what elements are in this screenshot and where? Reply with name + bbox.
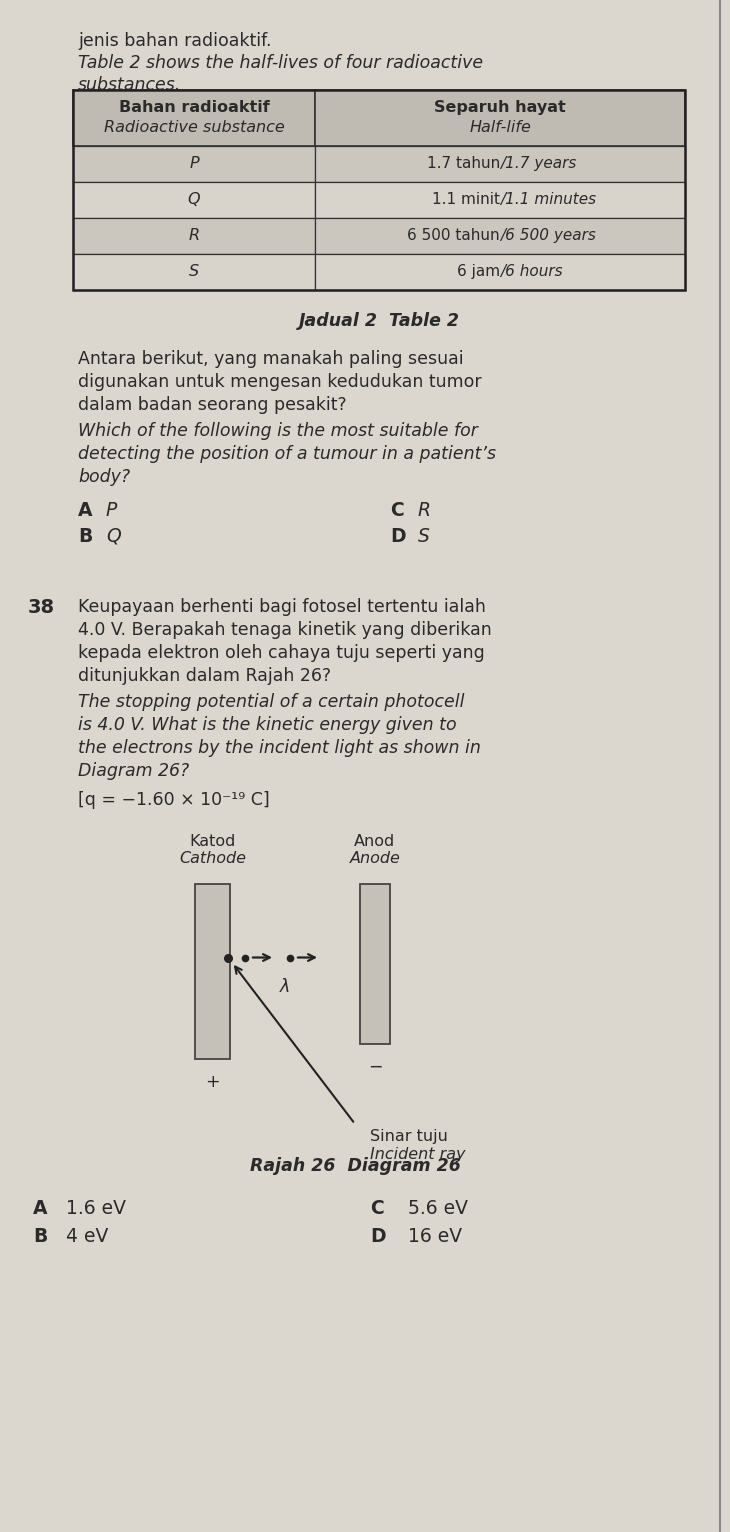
Text: C: C [370, 1200, 384, 1218]
Text: [q = −1.60 × 10⁻¹⁹ C]: [q = −1.60 × 10⁻¹⁹ C] [78, 791, 270, 809]
Text: dalam badan seorang pesakit?: dalam badan seorang pesakit? [78, 395, 347, 414]
Text: 1.6 eV: 1.6 eV [66, 1200, 126, 1218]
Bar [73, 218, 315, 254]
Text: +: + [205, 1072, 220, 1091]
Text: 4.0 V. Berapakah tenaga kinetik yang diberikan: 4.0 V. Berapakah tenaga kinetik yang dib… [78, 620, 492, 639]
Text: C: C [390, 501, 404, 519]
Text: Katod: Katod [189, 833, 236, 849]
Text: Bahan radioaktif: Bahan radioaktif [118, 100, 269, 115]
Text: is 4.0 V. What is the kinetic energy given to: is 4.0 V. What is the kinetic energy giv… [78, 715, 457, 734]
Text: jenis bahan radioaktif.: jenis bahan radioaktif. [78, 32, 272, 51]
Text: Jadual 2  Table 2: Jadual 2 Table 2 [299, 313, 459, 329]
Text: Q: Q [188, 192, 200, 207]
Text: /6 500 years: /6 500 years [500, 228, 596, 244]
Text: A: A [78, 501, 93, 519]
Text: 5.6 eV: 5.6 eV [408, 1200, 468, 1218]
Bar [315, 146, 685, 182]
Text: S: S [189, 264, 199, 279]
Text: Diagram 26?: Diagram 26? [78, 761, 189, 780]
Text: B: B [78, 527, 93, 545]
Text: B: B [33, 1227, 47, 1246]
Text: R: R [418, 501, 431, 519]
Text: /1.7 years: /1.7 years [500, 156, 577, 172]
Text: Table 2 shows the half-lives of four radioactive: Table 2 shows the half-lives of four rad… [78, 54, 483, 72]
Bar [73, 254, 315, 290]
Text: 1.7 tahun: 1.7 tahun [427, 156, 500, 172]
Text: P: P [106, 501, 118, 519]
Text: P: P [189, 156, 199, 172]
Bar [315, 182, 685, 218]
Text: Which of the following is the most suitable for: Which of the following is the most suita… [78, 421, 478, 440]
Text: 38: 38 [28, 597, 55, 617]
Text: 1.1 minit: 1.1 minit [432, 192, 500, 207]
Text: 16 eV: 16 eV [408, 1227, 462, 1246]
Text: 6 500 tahun: 6 500 tahun [407, 228, 500, 244]
Text: −: − [368, 1059, 383, 1075]
Text: λ: λ [280, 977, 290, 996]
Text: Half-life: Half-life [469, 119, 531, 135]
Text: R: R [188, 228, 199, 244]
Text: A: A [33, 1200, 47, 1218]
Text: S: S [418, 527, 430, 545]
Text: Separuh hayat: Separuh hayat [434, 100, 566, 115]
Bar [315, 218, 685, 254]
Bar [73, 146, 315, 182]
Bar [315, 90, 685, 146]
Text: digunakan untuk mengesan kedudukan tumor: digunakan untuk mengesan kedudukan tumor [78, 372, 482, 391]
Text: body?: body? [78, 467, 130, 486]
Bar [315, 254, 685, 290]
Text: D: D [390, 527, 406, 545]
Text: Rajah 26  Diagram 26: Rajah 26 Diagram 26 [250, 1157, 461, 1175]
Bar [195, 884, 230, 1059]
Text: detecting the position of a tumour in a patient’s: detecting the position of a tumour in a … [78, 444, 496, 463]
Text: substances.: substances. [78, 77, 181, 93]
Text: Anod: Anod [354, 833, 396, 849]
Text: 4 eV: 4 eV [66, 1227, 108, 1246]
Text: Cathode: Cathode [179, 850, 246, 866]
Text: Antara berikut, yang manakah paling sesuai: Antara berikut, yang manakah paling sesu… [78, 349, 464, 368]
Text: /6 hours: /6 hours [500, 264, 563, 279]
Text: Sinar tuju: Sinar tuju [370, 1129, 448, 1144]
Bar [73, 90, 685, 290]
Text: D: D [370, 1227, 385, 1246]
Text: the electrons by the incident light as shown in: the electrons by the incident light as s… [78, 738, 481, 757]
Text: Anode: Anode [350, 850, 401, 866]
Text: Radioactive substance: Radioactive substance [104, 119, 285, 135]
Text: 6 jam: 6 jam [457, 264, 500, 279]
Text: ditunjukkan dalam Rajah 26?: ditunjukkan dalam Rajah 26? [78, 666, 331, 685]
Text: Incident ray: Incident ray [370, 1147, 466, 1161]
Bar [73, 90, 315, 146]
Text: Keupayaan berhenti bagi fotosel tertentu ialah: Keupayaan berhenti bagi fotosel tertentu… [78, 597, 486, 616]
Text: kepada elektron oleh cahaya tuju seperti yang: kepada elektron oleh cahaya tuju seperti… [78, 643, 485, 662]
Text: Q: Q [106, 527, 120, 545]
Text: /1.1 minutes: /1.1 minutes [500, 192, 596, 207]
Bar [360, 884, 390, 1043]
Bar [73, 182, 315, 218]
Text: The stopping potential of a certain photocell: The stopping potential of a certain phot… [78, 692, 464, 711]
